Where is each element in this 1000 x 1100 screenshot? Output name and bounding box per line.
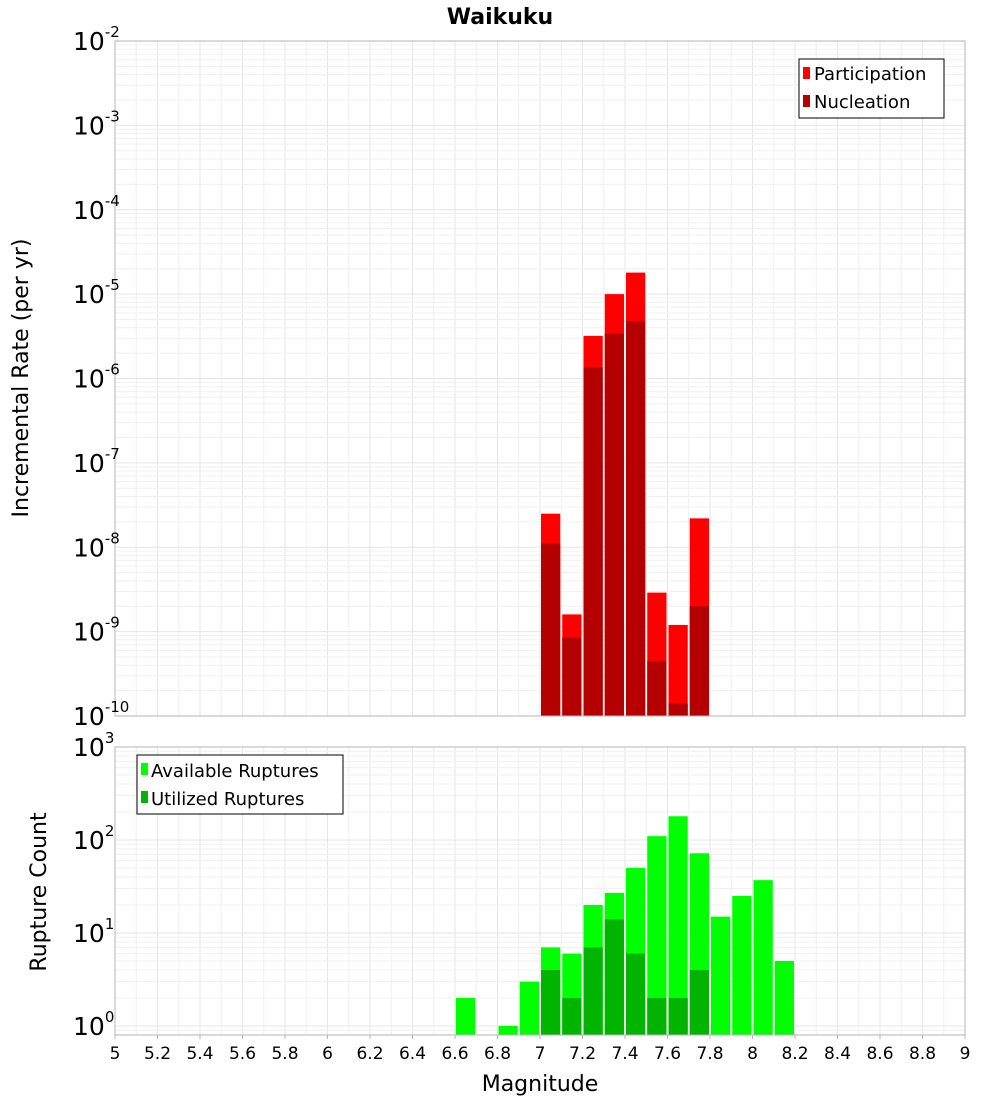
bar-nucleation [647, 660, 667, 716]
y-tick-label: 103 [73, 729, 114, 762]
legend-label-participation: Participation [814, 64, 926, 85]
bar-available-ruptures [732, 895, 752, 1035]
legend-swatch-participation [803, 67, 810, 79]
bar-utilized-ruptures [583, 947, 603, 1035]
x-tick-label: 6.8 [484, 1044, 511, 1064]
x-tick-label: 5.4 [186, 1044, 213, 1064]
bottom-y-ticks: 103 102 101 100 [73, 729, 114, 1041]
x-tick-label: 8 [747, 1044, 758, 1064]
y-tick-label: 10-9 [73, 614, 120, 647]
top-y-ticks: 10-2 10-3 10-4 10-5 10-6 10-7 10-8 10-9 10-10 [73, 23, 129, 731]
x-tick-label: 9 [960, 1044, 971, 1064]
bar-utilized-ruptures [647, 997, 667, 1035]
bar-available-ruptures [456, 997, 476, 1035]
x-tick-label: 7.6 [654, 1044, 681, 1064]
x-tick-label: 8.4 [824, 1044, 851, 1064]
x-tick-label: 8.8 [909, 1044, 936, 1064]
top-y-axis-label: Incremental Rate (per yr) [9, 239, 34, 518]
bar-utilized-ruptures [562, 997, 582, 1035]
bottom-bars [456, 816, 794, 1035]
bottom-legend: Available Ruptures Utilized Ruptures [136, 754, 344, 815]
x-tick-label: 5.8 [271, 1044, 298, 1064]
y-tick-label: 10-5 [73, 276, 120, 309]
x-tick-label: 7.4 [611, 1044, 638, 1064]
bar-available-ruptures [498, 1025, 518, 1035]
bar-utilized-ruptures [626, 953, 646, 1035]
bar-available-ruptures [774, 960, 794, 1035]
x-tick-label: 8.6 [866, 1044, 893, 1064]
y-tick-label: 102 [73, 822, 114, 855]
legend-label-utilized: Utilized Ruptures [151, 789, 304, 810]
y-tick-label: 10-7 [73, 445, 120, 478]
y-tick-label: 10-6 [73, 361, 120, 394]
legend-label-nucleation: Nucleation [814, 92, 910, 113]
bar-utilized-ruptures [604, 919, 624, 1035]
bar-utilized-ruptures [668, 997, 688, 1035]
bottom-y-axis-label: Rupture Count [27, 812, 52, 972]
x-tick-label: 7.2 [569, 1044, 596, 1064]
y-tick-label: 10-8 [73, 529, 120, 562]
chart-title: Waikuku [447, 5, 553, 30]
bottom-panel: 103 102 101 100 5 5.2 5.4 5.6 5.8 6 6.2 6.4 6.6 6.8 7… [27, 729, 970, 1097]
bar-nucleation [541, 543, 561, 716]
x-tick-label: 6.2 [356, 1044, 383, 1064]
y-tick-label: 10-10 [73, 698, 129, 731]
bar-available-ruptures [647, 836, 667, 1035]
x-tick-label: 5.6 [229, 1044, 256, 1064]
y-tick-label: 10-3 [73, 107, 120, 140]
bar-available-ruptures [711, 916, 731, 1035]
top-legend: Participation Nucleation [798, 58, 945, 119]
bottom-legend-box [136, 754, 344, 815]
bar-available-ruptures [753, 880, 773, 1035]
y-tick-label: 100 [73, 1008, 114, 1041]
top-bars [541, 272, 709, 716]
bar-nucleation [583, 367, 603, 716]
bar-utilized-ruptures [541, 969, 561, 1035]
top-grid [114, 40, 966, 717]
top-plot-border [114, 40, 966, 717]
x-tick-label: 5.2 [144, 1044, 171, 1064]
legend-label-available: Available Ruptures [151, 761, 319, 782]
top-legend-box [798, 58, 945, 119]
bar-nucleation [626, 321, 646, 716]
bar-nucleation [689, 606, 709, 716]
x-tick-label: 6.4 [399, 1044, 426, 1064]
x-tick-label: 7 [535, 1044, 546, 1064]
legend-swatch-available [141, 763, 148, 775]
bar-participation [668, 624, 688, 716]
y-tick-label: 10-4 [73, 192, 120, 225]
bar-nucleation [604, 333, 624, 716]
legend-swatch-utilized [141, 791, 148, 803]
bar-nucleation [562, 637, 582, 716]
x-tick-label: 7.8 [696, 1044, 723, 1064]
bar-nucleation [668, 703, 688, 716]
bar-available-ruptures [519, 981, 539, 1035]
bar-utilized-ruptures [689, 969, 709, 1035]
bottom-x-ticks: 5 5.2 5.4 5.6 5.8 6 6.2 6.4 6.6 6.8 7 7.2 7.4 7.6 7.8 8… [110, 1035, 971, 1064]
top-panel: 10-2 10-3 10-4 10-5 10-6 10-7 10-8 10-9 10-10 In… [9, 23, 966, 731]
bar-available-ruptures [668, 816, 688, 1035]
y-tick-label: 10-2 [73, 23, 120, 56]
x-tick-label: 8.2 [781, 1044, 808, 1064]
y-tick-label: 101 [73, 915, 114, 948]
x-tick-label: 5 [110, 1044, 121, 1064]
x-axis-label: Magnitude [482, 1072, 599, 1097]
legend-swatch-nucleation [803, 95, 810, 107]
x-tick-label: 6.6 [441, 1044, 468, 1064]
x-tick-label: 6 [322, 1044, 333, 1064]
